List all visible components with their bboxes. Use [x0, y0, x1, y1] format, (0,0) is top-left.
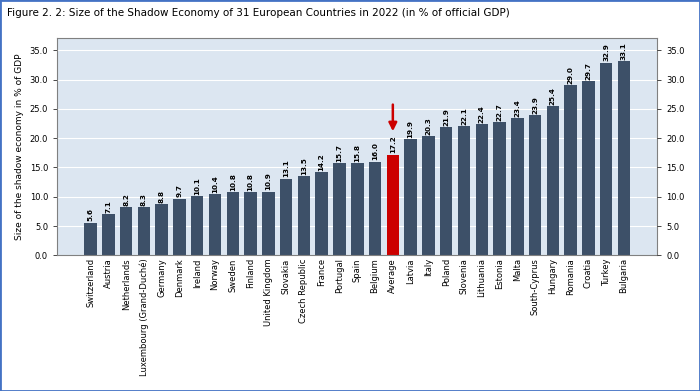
Text: 13.5: 13.5 [301, 157, 307, 175]
Text: 9.7: 9.7 [176, 185, 183, 197]
Text: Figure 2. 2: Size of the Shadow Economy of 31 European Countries in 2022 (in % o: Figure 2. 2: Size of the Shadow Economy … [7, 8, 510, 18]
Text: 20.3: 20.3 [426, 117, 431, 135]
Text: 15.7: 15.7 [337, 144, 342, 162]
Text: 29.0: 29.0 [568, 66, 573, 84]
Bar [405, 139, 416, 255]
Bar [102, 214, 115, 255]
Text: 8.3: 8.3 [141, 193, 147, 206]
Text: 17.2: 17.2 [390, 136, 395, 153]
Text: 19.9: 19.9 [407, 120, 414, 138]
Bar [85, 222, 97, 255]
Bar [440, 127, 452, 255]
Text: 23.9: 23.9 [532, 96, 538, 114]
Text: 33.1: 33.1 [621, 42, 627, 60]
Text: 8.2: 8.2 [123, 193, 130, 206]
Text: 29.7: 29.7 [585, 62, 591, 80]
Text: 10.8: 10.8 [248, 173, 253, 191]
Bar [617, 61, 630, 255]
Bar [458, 126, 470, 255]
Text: 22.7: 22.7 [496, 103, 503, 121]
Bar [511, 118, 524, 255]
Text: 25.4: 25.4 [550, 88, 556, 105]
Bar [120, 207, 132, 255]
Bar [262, 192, 274, 255]
Text: 10.9: 10.9 [265, 172, 272, 190]
Text: 10.4: 10.4 [212, 176, 218, 193]
Bar [209, 194, 221, 255]
Text: 13.1: 13.1 [284, 160, 289, 178]
Bar [422, 136, 435, 255]
Text: 21.9: 21.9 [443, 108, 449, 126]
Bar [174, 199, 186, 255]
Bar [244, 192, 257, 255]
Text: 10.8: 10.8 [230, 173, 236, 191]
Bar [582, 81, 594, 255]
Bar [547, 106, 559, 255]
Bar [528, 115, 541, 255]
Text: 5.6: 5.6 [88, 208, 94, 221]
Text: 7.1: 7.1 [106, 200, 111, 213]
Bar [369, 161, 382, 255]
Bar [475, 124, 488, 255]
Bar [386, 154, 399, 255]
Text: 14.2: 14.2 [318, 153, 325, 171]
Bar [351, 163, 363, 255]
Bar [298, 176, 310, 255]
Bar [191, 196, 204, 255]
Bar [494, 122, 505, 255]
Y-axis label: Size of the shadow economy in % of GDP: Size of the shadow economy in % of GDP [15, 54, 24, 240]
Bar [155, 204, 168, 255]
Text: 23.4: 23.4 [514, 99, 520, 117]
Text: 22.4: 22.4 [479, 105, 484, 123]
Bar [333, 163, 346, 255]
Text: 8.8: 8.8 [159, 190, 164, 203]
Bar [316, 172, 328, 255]
Text: 15.8: 15.8 [354, 143, 360, 161]
Bar [280, 179, 293, 255]
Bar [564, 85, 577, 255]
Text: 22.1: 22.1 [461, 107, 467, 125]
Bar [600, 63, 612, 255]
Text: 10.1: 10.1 [195, 177, 200, 195]
Text: 16.0: 16.0 [372, 143, 378, 160]
Bar [227, 192, 239, 255]
Bar [138, 207, 150, 255]
Text: 32.9: 32.9 [603, 43, 609, 61]
